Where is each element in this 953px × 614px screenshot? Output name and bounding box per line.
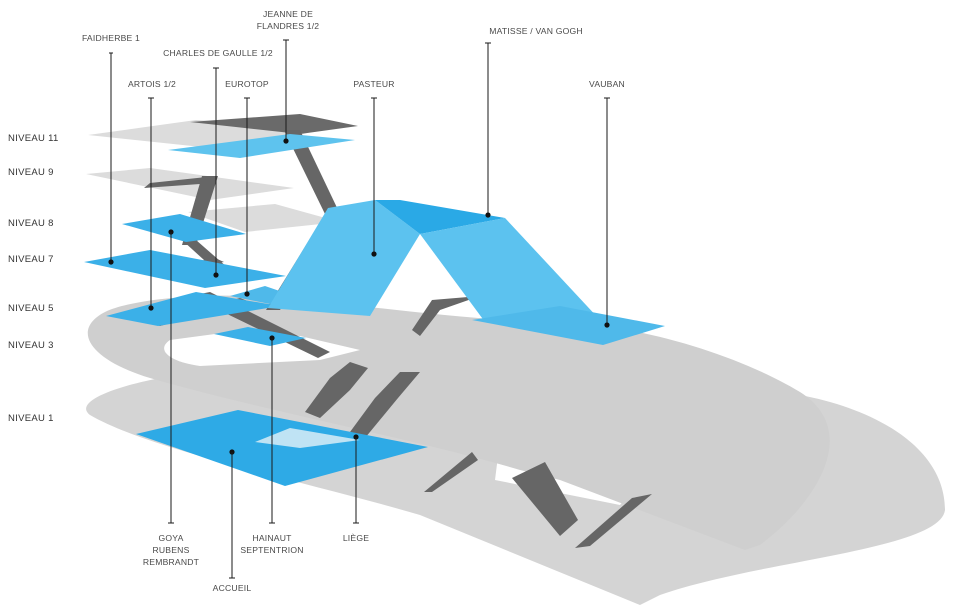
label-jeanne-line1: JEANNE DE <box>263 9 313 19</box>
level-1-walkway <box>255 428 360 448</box>
label-goya-line2: RUBENS <box>152 545 189 555</box>
level-3-floor <box>87 295 830 550</box>
ramp-3-1-b <box>350 372 420 438</box>
level-5-blue <box>106 292 280 326</box>
level-7-blue <box>84 250 286 288</box>
parking-labels: FAIDHERBE 1 JEANNE DE FLANDRES 1/2 CHARL… <box>82 9 625 593</box>
ramp-1-c <box>575 494 652 548</box>
label-pasteur: PASTEUR <box>353 79 394 89</box>
level-11-dark-slab <box>190 114 358 134</box>
label-hainaut-line1: HAINAUT <box>252 533 292 543</box>
label-hainaut-line2: SEPTENTRION <box>240 545 303 555</box>
label-charles: CHARLES DE GAULLE 1/2 <box>163 48 273 58</box>
level-3-courtyard <box>164 332 360 366</box>
level-8-slab <box>188 204 340 232</box>
label-liege: LIÈGE <box>343 533 369 543</box>
leader-lines <box>108 39 610 579</box>
label-vauban: VAUBAN <box>589 79 625 89</box>
ramp-1-a <box>424 452 478 492</box>
label-accueil: ACCUEIL <box>213 583 252 593</box>
level-label-11: NIVEAU 11 <box>8 133 59 144</box>
level-labels: NIVEAU 11 NIVEAU 9 NIVEAU 8 NIVEAU 7 NIV… <box>8 133 59 424</box>
label-faidherbe: FAIDHERBE 1 <box>82 33 140 43</box>
level-5-east-blue <box>472 306 665 345</box>
level-1-blue <box>136 410 428 486</box>
level-label-9: NIVEAU 9 <box>8 167 54 178</box>
blue-areas <box>84 134 665 486</box>
pasteur-ramp <box>268 200 420 316</box>
ramp-9-7-b <box>144 176 216 188</box>
ramp-3-side <box>412 296 480 336</box>
label-goya-line1: GOYA <box>159 533 184 543</box>
vauban-ramp <box>420 218 600 322</box>
ramp-11-9 <box>284 130 340 214</box>
label-jeanne-line2: FLANDRES 1/2 <box>257 21 320 31</box>
level-label-3: NIVEAU 3 <box>8 340 54 351</box>
level-label-7: NIVEAU 7 <box>8 254 54 265</box>
level-label-5: NIVEAU 5 <box>8 303 54 314</box>
level-8-blue <box>122 214 246 242</box>
label-matisse: MATISSE / VAN GOGH <box>489 26 583 36</box>
matisse-ramp-top <box>375 200 505 234</box>
label-goya-line3: REMBRANDT <box>143 557 200 567</box>
level-label-8: NIVEAU 8 <box>8 218 54 229</box>
label-eurotop: EUROTOP <box>225 79 269 89</box>
level-label-1: NIVEAU 1 <box>8 413 54 424</box>
level-11-blue <box>168 134 355 158</box>
ramp-1-b <box>512 462 578 536</box>
ramp-3-1-a <box>305 362 368 418</box>
level-3-blue <box>214 327 306 346</box>
label-artois: ARTOIS 1/2 <box>128 79 176 89</box>
